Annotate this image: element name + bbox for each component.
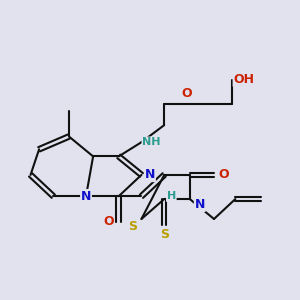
Text: NH: NH xyxy=(142,137,161,147)
Text: N: N xyxy=(81,190,91,203)
Text: OH: OH xyxy=(233,73,254,86)
Text: O: O xyxy=(182,87,192,100)
Text: S: S xyxy=(128,220,137,232)
Text: N: N xyxy=(145,168,155,182)
Text: N: N xyxy=(195,198,205,211)
Text: O: O xyxy=(219,168,229,182)
Text: S: S xyxy=(160,228,169,241)
Text: O: O xyxy=(103,215,114,228)
Text: H: H xyxy=(167,191,176,201)
